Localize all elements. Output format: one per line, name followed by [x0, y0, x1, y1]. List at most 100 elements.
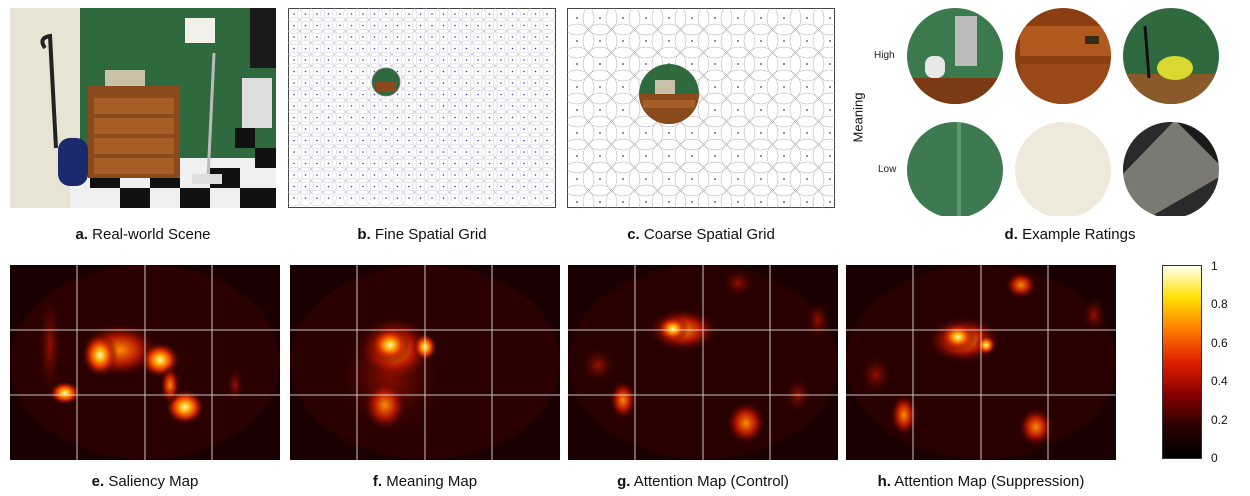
grid-patch-center — [350, 197, 353, 199]
grid-patch-center — [599, 63, 601, 65]
grid-patch-center — [373, 151, 376, 153]
grid-patch-center — [783, 86, 785, 88]
grid-patch-center — [373, 59, 376, 61]
grid-patch — [423, 40, 441, 57]
grid-patch — [538, 86, 556, 103]
grid-patch — [366, 40, 383, 57]
grid-patch-center — [523, 36, 525, 38]
grid-patch-center — [442, 139, 445, 142]
grid-patch — [389, 120, 406, 138]
grid-patch-center — [511, 24, 514, 27]
grid-patch-center — [668, 155, 670, 157]
grid-patch — [492, 178, 510, 195]
grid-patch-center — [419, 128, 422, 130]
grid-patch — [320, 109, 337, 126]
grid-patch — [504, 8, 521, 23]
grid-patch-center — [408, 116, 410, 119]
grid-patch-center — [511, 105, 514, 107]
grid-patch-center — [546, 197, 548, 199]
grid-patch-center — [304, 82, 307, 84]
grid-patch — [389, 132, 406, 149]
grid-patch — [366, 28, 383, 46]
grid-patch — [582, 69, 618, 105]
grid-patch-center — [316, 82, 318, 84]
grid-patch — [527, 109, 544, 126]
grid-patch-center — [350, 70, 353, 73]
grid-patch — [446, 86, 464, 103]
grid-patch — [492, 28, 510, 46]
grid-patch — [308, 120, 326, 138]
grid-patch-center — [500, 82, 502, 84]
grid-patch-center — [396, 13, 399, 15]
grid-patch-center — [760, 86, 762, 88]
grid-patch — [389, 28, 406, 46]
grid-patch-center — [622, 109, 624, 111]
grid-patch — [504, 28, 521, 46]
grid-patch-center — [362, 185, 364, 188]
grid-patch-center — [431, 151, 433, 153]
grid-patch — [297, 166, 314, 184]
grid-patch-center — [465, 36, 468, 38]
grid-patch-center — [511, 82, 514, 84]
grid-patch-center — [546, 162, 548, 165]
grid-patch — [458, 86, 475, 103]
grid-patch-center — [829, 40, 831, 42]
grid-patch — [400, 28, 418, 46]
grid-patch — [481, 143, 498, 161]
grid-patch — [297, 8, 314, 23]
grid-patch — [582, 115, 618, 151]
grid-patch — [389, 189, 406, 207]
grid-patch — [458, 109, 475, 126]
grid-patch-center — [442, 105, 445, 107]
colorbar-tick: 0.6 — [1211, 336, 1228, 350]
grid-patch — [343, 189, 360, 207]
grid-patch-center — [316, 197, 318, 199]
grid-patch-center — [760, 201, 762, 203]
grid-patch-center — [362, 82, 364, 84]
grid-patch — [504, 17, 521, 34]
grid-patch — [515, 86, 533, 103]
grid-patch-center — [511, 162, 514, 165]
grid-patch-center — [488, 13, 491, 15]
grid-patch-center — [465, 197, 468, 199]
grid-patch-center — [534, 82, 537, 84]
grid-patch — [389, 17, 406, 34]
grid-patch — [331, 97, 349, 115]
grid-patch — [567, 161, 595, 197]
grid-patch — [320, 132, 337, 149]
grid-patch — [492, 97, 510, 115]
grid-patch — [458, 143, 475, 161]
grid-patch-center — [408, 70, 410, 73]
grid-patch-center — [488, 36, 491, 38]
grid-patch-center — [691, 17, 693, 19]
grid-patch — [320, 166, 337, 184]
grid-patch — [469, 132, 487, 149]
grid-patch-center — [622, 178, 624, 180]
grid-patch-center — [488, 82, 491, 84]
grid-patch-center — [523, 151, 525, 153]
grid-patch-center — [829, 178, 831, 180]
grid-patch — [582, 46, 618, 82]
grid-patch — [366, 132, 383, 149]
grid-patch-center — [419, 174, 422, 176]
grid-patch-center — [511, 139, 514, 142]
grid-patch — [812, 46, 835, 82]
grid-patch-center — [293, 36, 295, 38]
grid-patch-center — [350, 82, 353, 84]
grid-patch — [567, 69, 595, 105]
grid-patch-center — [408, 24, 410, 27]
grid-patch-center — [500, 197, 502, 199]
grid-patch — [469, 8, 487, 23]
grid-patch-center — [477, 185, 479, 188]
grid-patch — [538, 74, 556, 92]
grid-patch-center — [385, 151, 387, 153]
grid-patch — [389, 143, 406, 161]
grid-patch — [812, 161, 835, 197]
grid-patch — [389, 40, 406, 57]
grid-patch-center — [350, 105, 353, 107]
grid-patch — [297, 17, 314, 34]
grid-patch-center — [488, 47, 491, 50]
grid-patch — [515, 17, 533, 34]
grid-patch — [481, 189, 498, 207]
grid-patch — [366, 166, 383, 184]
